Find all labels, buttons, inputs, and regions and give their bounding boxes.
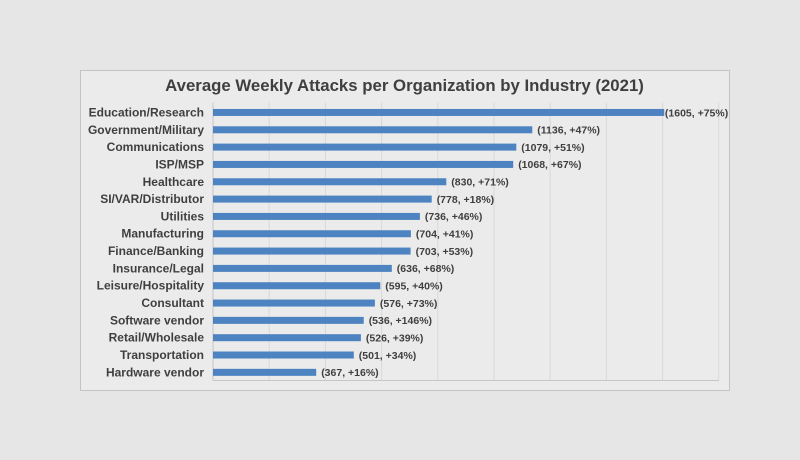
svg-text:Utilities: Utilities <box>161 209 205 223</box>
svg-text:Finance/Banking: Finance/Banking <box>108 244 204 258</box>
svg-text:(501, +34%): (501, +34%) <box>359 350 417 362</box>
svg-text:(595, +40%): (595, +40%) <box>385 281 443 293</box>
svg-text:Education/Research: Education/Research <box>89 106 204 120</box>
svg-text:(1605, +75%): (1605, +75%) <box>665 107 728 119</box>
svg-text:(576, +73%): (576, +73%) <box>380 298 438 310</box>
svg-text:(736, +46%): (736, +46%) <box>425 211 483 223</box>
svg-text:(703, +53%): (703, +53%) <box>416 246 474 258</box>
svg-text:Software vendor: Software vendor <box>110 313 204 327</box>
svg-text:SI/VAR/Distributor: SI/VAR/Distributor <box>100 192 204 206</box>
svg-text:(1079, +51%): (1079, +51%) <box>521 142 584 154</box>
svg-text:Communications: Communications <box>107 140 205 154</box>
svg-text:(1068, +67%): (1068, +67%) <box>518 159 581 171</box>
svg-text:(704, +41%): (704, +41%) <box>416 229 474 241</box>
svg-text:(536, +146%): (536, +146%) <box>369 315 432 327</box>
svg-text:(778, +18%): (778, +18%) <box>437 194 495 206</box>
svg-text:(367, +16%): (367, +16%) <box>321 367 379 379</box>
svg-text:(526, +39%): (526, +39%) <box>366 333 424 345</box>
svg-text:Consultant: Consultant <box>141 296 204 310</box>
svg-text:Average Weekly Attacks per Org: Average Weekly Attacks per Organization … <box>165 76 644 95</box>
svg-text:Manufacturing: Manufacturing <box>121 227 204 241</box>
svg-text:Insurance/Legal: Insurance/Legal <box>113 261 204 275</box>
svg-text:Retail/Wholesale: Retail/Wholesale <box>109 331 205 345</box>
svg-text:ISP/MSP: ISP/MSP <box>155 157 204 171</box>
svg-text:(1136, +47%): (1136, +47%) <box>537 125 600 137</box>
svg-text:(636, +68%): (636, +68%) <box>397 263 455 275</box>
svg-text:Leisure/Hospitality: Leisure/Hospitality <box>97 279 205 293</box>
svg-text:Hardware vendor: Hardware vendor <box>106 365 204 379</box>
svg-text:Transportation: Transportation <box>120 348 204 362</box>
svg-text:(830, +71%): (830, +71%) <box>451 177 509 189</box>
svg-text:Healthcare: Healthcare <box>143 175 205 189</box>
svg-text:Government/Military: Government/Military <box>88 123 204 137</box>
